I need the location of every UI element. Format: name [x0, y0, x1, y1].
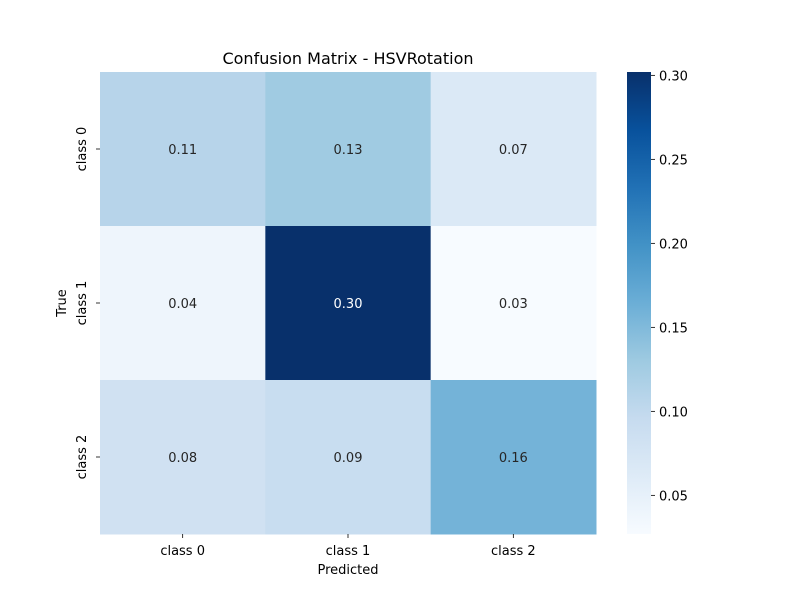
y-tick-label: class 2	[75, 435, 90, 480]
colorbar-tick-label: 0.15	[659, 321, 688, 336]
colorbar-tick-label: 0.20	[659, 237, 688, 252]
heatmap-cell-2-0	[100, 380, 266, 535]
colorbar-tick-label: 0.25	[659, 153, 688, 168]
heatmap-cell-2-2	[430, 380, 597, 535]
chart-title: Confusion Matrix - HSVRotation	[222, 49, 473, 68]
cell-value-1-1: 0.30	[334, 297, 363, 312]
heatmap-cell-0-0	[100, 72, 266, 227]
cell-value-1-2: 0.03	[499, 297, 528, 312]
cell-value-2-1: 0.09	[334, 451, 363, 466]
cell-value-2-2: 0.16	[499, 451, 528, 466]
cell-value-0-0: 0.11	[168, 143, 197, 158]
heatmap-cell-1-1	[265, 226, 432, 381]
heatmap-cell-2-1	[265, 380, 432, 535]
y-axis-ticks: class 0 class 1 class 2	[75, 127, 100, 480]
colorbar-gradient	[627, 72, 651, 534]
heatmap-cell-0-1	[265, 72, 432, 227]
colorbar-tick-label: 0.30	[659, 69, 688, 84]
colorbar-ticks: 0.05 0.10 0.15 0.20 0.25 0.30	[651, 69, 688, 504]
cell-value-0-2: 0.07	[499, 143, 528, 158]
x-tick-label: class 2	[491, 544, 536, 559]
cell-value-1-0: 0.04	[168, 297, 197, 312]
colorbar-tick-label: 0.10	[659, 405, 688, 420]
cell-value-2-0: 0.08	[168, 451, 197, 466]
heatmap-annotations: 0.11 0.13 0.07 0.04 0.30 0.03 0.08 0.09 0.16	[168, 143, 528, 466]
x-axis-label: Predicted	[317, 563, 378, 578]
colorbar: 0.05 0.10 0.15 0.20 0.25 0.30	[627, 69, 688, 534]
x-tick-label: class 0	[160, 544, 205, 559]
y-tick-label: class 1	[75, 281, 90, 326]
heatmap-cells	[100, 72, 597, 535]
x-axis-ticks: class 0 class 1 class 2	[160, 534, 536, 559]
cell-value-0-1: 0.13	[334, 143, 363, 158]
heatmap-cell-1-0	[100, 226, 266, 381]
heatmap-cell-1-2	[430, 226, 597, 381]
x-tick-label: class 1	[326, 544, 371, 559]
heatmap-cell-0-2	[430, 72, 597, 227]
y-tick-label: class 0	[75, 127, 90, 172]
y-axis-label: True	[55, 289, 70, 318]
colorbar-tick-label: 0.05	[659, 489, 688, 504]
